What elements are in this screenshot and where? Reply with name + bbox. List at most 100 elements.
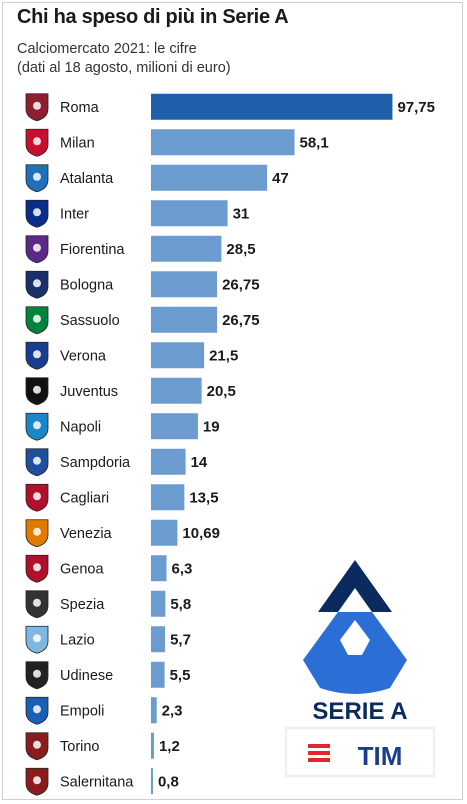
subtitle-line-1: Calciomercato 2021: le cifre <box>17 41 197 57</box>
logo-inner-shape <box>340 620 370 655</box>
team-label: Sampdoria <box>60 455 131 471</box>
value-label: 5,8 <box>170 596 191 613</box>
bar-row: Juventus 20,5 <box>25 377 236 406</box>
bar-row: Salernitana 0,8 <box>25 767 179 796</box>
value-label: 28,5 <box>226 241 255 258</box>
logo-upper-shape <box>318 560 392 612</box>
napoli-crest-icon <box>25 412 49 441</box>
tim-text: TIM <box>358 741 403 771</box>
value-label: 6,3 <box>172 560 193 577</box>
logo-brand-text: SERIE A <box>312 698 407 725</box>
bar <box>151 484 185 511</box>
value-label: 58,1 <box>300 134 329 151</box>
value-label: 19 <box>203 418 220 435</box>
bar-row: Inter 31 <box>25 199 250 228</box>
bar <box>151 200 228 227</box>
atalanta-crest-icon <box>25 164 49 193</box>
roma-crest-icon <box>25 93 49 122</box>
value-label: 31 <box>233 205 250 222</box>
bar <box>151 306 218 333</box>
value-label: 5,7 <box>170 631 191 648</box>
team-label: Inter <box>60 206 89 222</box>
bar-row: Fiorentina 28,5 <box>25 235 256 264</box>
team-label: Milan <box>60 135 95 151</box>
bar <box>151 271 218 298</box>
bar <box>151 519 178 546</box>
bar <box>151 129 295 156</box>
team-label: Spezia <box>60 597 105 613</box>
inter-crest-icon <box>25 199 49 228</box>
bar-row: Empoli 2,3 <box>25 696 183 725</box>
value-label: 20,5 <box>207 383 236 400</box>
team-label: Genoa <box>60 561 104 577</box>
value-label: 14 <box>191 454 208 471</box>
chart-subtitle: Calciomercato 2021: le cifre (dati al 18… <box>17 40 231 78</box>
bar-row: Sampdoria 14 <box>25 448 208 477</box>
tim-stripe <box>308 758 330 762</box>
team-label: Udinese <box>60 668 113 684</box>
team-label: Cagliari <box>60 490 109 506</box>
team-label: Verona <box>60 348 107 364</box>
bar-row: Verona 21,5 <box>25 341 238 370</box>
team-label: Napoli <box>60 419 101 435</box>
bar-row: Atalanta 47 <box>25 164 289 193</box>
bar-row: Napoli 19 <box>25 412 220 441</box>
milan-crest-icon <box>25 128 49 157</box>
salernitana-crest-icon <box>25 767 49 796</box>
bar-row: Sassuolo 26,75 <box>25 306 260 335</box>
tim-stripe <box>308 751 330 755</box>
team-label: Juventus <box>60 384 118 400</box>
bar-row: Lazio 5,7 <box>25 625 191 654</box>
team-label: Roma <box>60 100 100 116</box>
bar-row: Torino 1,2 <box>25 732 180 761</box>
bar <box>151 626 166 653</box>
team-label: Fiorentina <box>60 242 125 258</box>
bar-row: Genoa 6,3 <box>25 554 193 583</box>
bologna-crest-icon <box>25 270 49 299</box>
bar <box>151 93 393 120</box>
juventus-crest-icon <box>25 377 49 406</box>
value-label: 21,5 <box>209 347 238 364</box>
bar <box>151 164 268 191</box>
bar <box>151 768 153 795</box>
value-label: 47 <box>272 170 289 187</box>
bar <box>151 661 165 688</box>
verona-crest-icon <box>25 341 49 370</box>
value-label: 97,75 <box>397 99 435 116</box>
bar-row: Spezia 5,8 <box>25 590 191 619</box>
sampdoria-crest-icon <box>25 448 49 477</box>
bar-row: Roma 97,75 <box>25 93 435 122</box>
bar-row: Milan 58,1 <box>25 128 329 157</box>
chart-frame <box>2 2 463 800</box>
bar-row: Udinese 5,5 <box>25 661 191 690</box>
value-label: 26,75 <box>222 276 260 293</box>
spezia-crest-icon <box>25 590 49 619</box>
venezia-crest-icon <box>25 519 49 548</box>
bar <box>151 555 167 582</box>
udinese-crest-icon <box>25 661 49 690</box>
bar <box>151 448 186 475</box>
lazio-crest-icon <box>25 625 49 654</box>
serie-a-logo: SERIE A TIM <box>285 560 435 777</box>
bar <box>151 342 205 369</box>
torino-crest-icon <box>25 732 49 761</box>
value-label: 5,5 <box>170 667 191 684</box>
empoli-crest-icon <box>25 696 49 725</box>
bar <box>151 590 166 617</box>
bar <box>151 235 222 262</box>
team-label: Atalanta <box>60 171 114 187</box>
bar <box>151 732 154 759</box>
subtitle-line-2: (dati al 18 agosto, milioni di euro) <box>17 60 231 76</box>
tim-stripe <box>308 744 330 748</box>
bar <box>151 697 157 724</box>
bar-row: Venezia 10,69 <box>25 519 220 548</box>
chart-title: Chi ha speso di più in Serie A <box>17 6 289 28</box>
team-label: Salernitana <box>60 774 134 790</box>
value-label: 26,75 <box>222 312 260 329</box>
team-label: Lazio <box>60 632 95 648</box>
team-label: Bologna <box>60 277 114 293</box>
team-label: Sassuolo <box>60 313 120 329</box>
value-label: 1,2 <box>159 738 180 755</box>
bar-row: Bologna 26,75 <box>25 270 260 299</box>
